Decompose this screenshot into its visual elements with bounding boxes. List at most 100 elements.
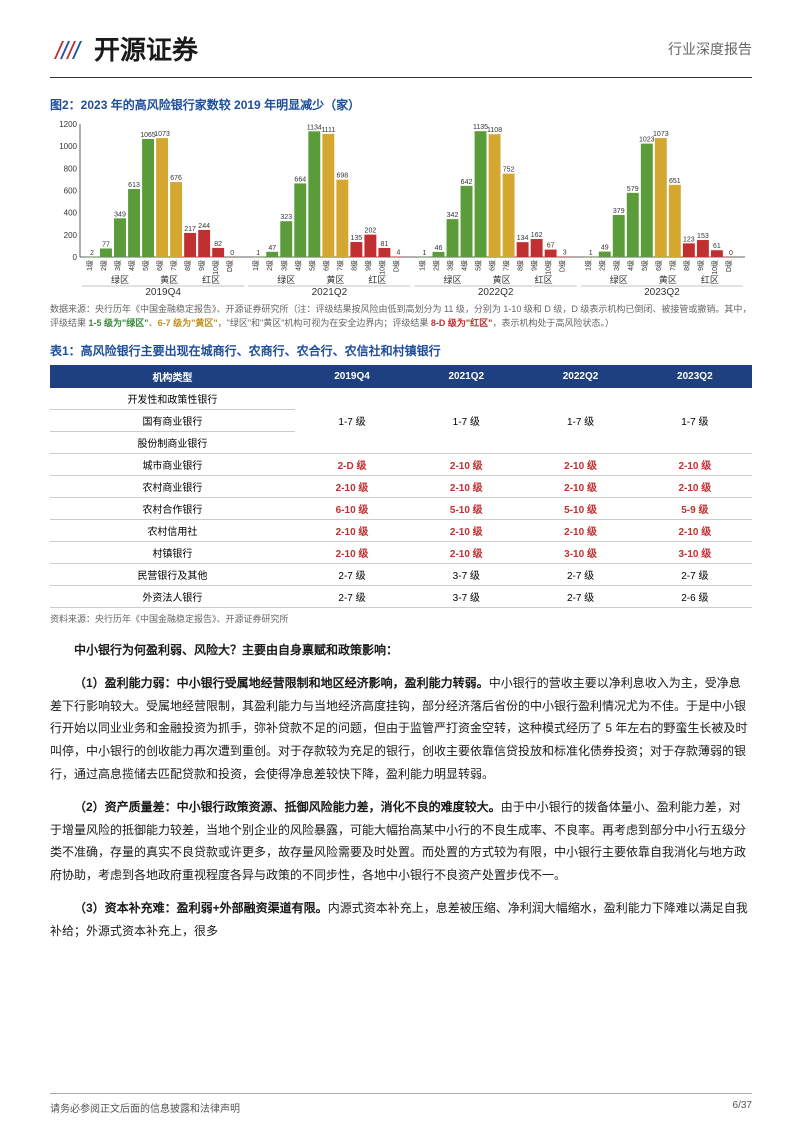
svg-text:3: 3 (563, 250, 567, 257)
svg-text:81: 81 (381, 241, 389, 248)
svg-text:2级: 2级 (265, 260, 274, 271)
p3-lead: （3）资本补充难：盈利弱+外部融资渠道有限。 (74, 901, 328, 915)
svg-text:2022Q2: 2022Q2 (478, 287, 514, 298)
company-logo-icon (50, 31, 86, 67)
svg-text:49: 49 (601, 245, 609, 252)
svg-text:153: 153 (697, 233, 709, 240)
svg-text:1111: 1111 (321, 127, 335, 134)
svg-text:9级: 9级 (696, 260, 705, 271)
page-content: 图2：2023 年的高风险银行家数较 2019 年明显减少（家） 0200400… (0, 78, 802, 943)
svg-text:2级: 2级 (431, 260, 440, 271)
svg-text:1134: 1134 (307, 124, 322, 131)
svg-text:1073: 1073 (154, 131, 170, 138)
svg-text:579: 579 (627, 186, 639, 193)
svg-text:342: 342 (447, 212, 459, 219)
svg-text:47: 47 (268, 245, 276, 252)
svg-text:绿区: 绿区 (610, 274, 628, 285)
logo-area: 开源证券 (50, 30, 198, 67)
svg-text:1级: 1级 (584, 260, 593, 271)
footer-page-number: 6/37 (733, 1100, 752, 1115)
svg-text:642: 642 (461, 179, 473, 186)
document-type: 行业深度报告 (668, 39, 752, 59)
fig2-source-green: 1-5 级为"绿区" (89, 318, 149, 328)
th-2022q2: 2022Q2 (523, 365, 637, 388)
svg-text:3级: 3级 (612, 260, 621, 271)
table-row: 城市商业银行2-D 级2-10 级2-10 级2-10 级 (50, 454, 752, 476)
svg-text:D级: D级 (558, 260, 567, 272)
svg-text:1: 1 (589, 250, 593, 257)
svg-text:664: 664 (294, 176, 306, 183)
svg-text:162: 162 (531, 232, 543, 239)
svg-text:2019Q4: 2019Q4 (145, 287, 181, 298)
fig2-source-mid2: ，"绿区"和"黄区"机构可视为在安全边界内；评级结果 (218, 318, 431, 328)
svg-text:8级: 8级 (516, 260, 525, 271)
svg-text:4级: 4级 (626, 260, 635, 271)
svg-text:217: 217 (184, 226, 196, 233)
svg-text:61: 61 (713, 243, 721, 250)
svg-text:2021Q2: 2021Q2 (312, 287, 348, 298)
table-row: 农村信用社2-10 级2-10 级2-10 级2-10 级 (50, 520, 752, 542)
svg-text:379: 379 (613, 208, 625, 215)
svg-text:2级: 2级 (598, 260, 607, 271)
svg-text:7级: 7级 (169, 260, 178, 271)
figure2-title: 图2：2023 年的高风险银行家数较 2019 年明显减少（家） (50, 96, 752, 113)
svg-text:4级: 4级 (293, 260, 302, 271)
svg-text:323: 323 (280, 214, 292, 221)
svg-text:D级: D级 (724, 260, 733, 272)
figure2-source: 数据来源：央行历年《中国金融稳定报告》、开源证券研究所（注：评级结果按风险由低到… (50, 303, 752, 330)
table-row: 农村合作银行6-10 级5-10 级5-10 级5-9 级 (50, 498, 752, 520)
svg-text:0: 0 (729, 250, 733, 257)
svg-text:4级: 4级 (127, 260, 136, 271)
svg-text:9级: 9级 (363, 260, 372, 271)
svg-text:1: 1 (423, 250, 427, 257)
svg-text:7级: 7级 (668, 260, 677, 271)
svg-text:77: 77 (102, 241, 110, 248)
svg-text:752: 752 (503, 167, 515, 174)
svg-text:0: 0 (230, 250, 234, 257)
svg-text:200: 200 (64, 231, 78, 240)
table1-title: 表1：高风险银行主要出现在城商行、农商行、农合行、农信社和村镇银行 (50, 342, 752, 359)
table-row: 开发性和政策性银行1-7 级1-7 级1-7 级1-7 级 (50, 388, 752, 410)
body-p1: （1）盈利能力弱：中小银行受属地经营限制和地区经济影响，盈利能力转弱。中小银行的… (50, 672, 752, 786)
svg-text:82: 82 (214, 241, 222, 248)
svg-text:613: 613 (128, 182, 140, 189)
svg-text:67: 67 (547, 243, 555, 250)
svg-text:1级: 1级 (85, 260, 94, 271)
svg-text:5级: 5级 (474, 260, 483, 271)
svg-text:7级: 7级 (502, 260, 511, 271)
company-name: 开源证券 (94, 30, 198, 67)
svg-text:698: 698 (337, 173, 349, 180)
svg-text:600: 600 (64, 187, 78, 196)
svg-text:绿区: 绿区 (277, 274, 295, 285)
svg-text:3级: 3级 (446, 260, 455, 271)
svg-text:3级: 3级 (279, 260, 288, 271)
svg-text:D级: D级 (225, 260, 234, 272)
svg-text:134: 134 (517, 235, 529, 242)
th-2021q2: 2021Q2 (409, 365, 523, 388)
svg-text:红区: 红区 (368, 274, 386, 285)
svg-text:黄区: 黄区 (160, 274, 178, 285)
th-type: 机构类型 (50, 365, 295, 388)
svg-text:135: 135 (351, 235, 363, 242)
body-p2: （2）资产质量差：中小银行政策资源、抵御风险能力差，消化不良的难度较大。由于中小… (50, 796, 752, 887)
svg-text:1级: 1级 (417, 260, 426, 271)
svg-text:349: 349 (114, 211, 126, 218)
p1-lead: （1）盈利能力弱：中小银行受属地经营限制和地区经济影响，盈利能力转弱。 (74, 676, 489, 690)
svg-text:9级: 9级 (197, 260, 206, 271)
svg-text:2级: 2级 (99, 260, 108, 271)
table-row: 村镇银行2-10 级2-10 级3-10 级3-10 级 (50, 542, 752, 564)
svg-text:5级: 5级 (141, 260, 150, 271)
svg-text:10级: 10级 (377, 260, 386, 275)
svg-text:6级: 6级 (488, 260, 497, 271)
fig2-source-mid1: 、 (149, 318, 158, 328)
svg-text:3级: 3级 (113, 260, 122, 271)
svg-text:2: 2 (90, 250, 94, 257)
svg-text:6级: 6级 (155, 260, 164, 271)
svg-text:8级: 8级 (183, 260, 192, 271)
svg-text:5级: 5级 (640, 260, 649, 271)
page-footer: 请务必参阅正文后面的信息披露和法律声明 6/37 (50, 1093, 752, 1115)
svg-text:46: 46 (435, 245, 443, 252)
svg-text:10级: 10级 (710, 260, 719, 275)
svg-text:10级: 10级 (544, 260, 553, 275)
p2-lead: （2）资产质量差：中小银行政策资源、抵御风险能力差，消化不良的难度较大。 (74, 800, 501, 814)
